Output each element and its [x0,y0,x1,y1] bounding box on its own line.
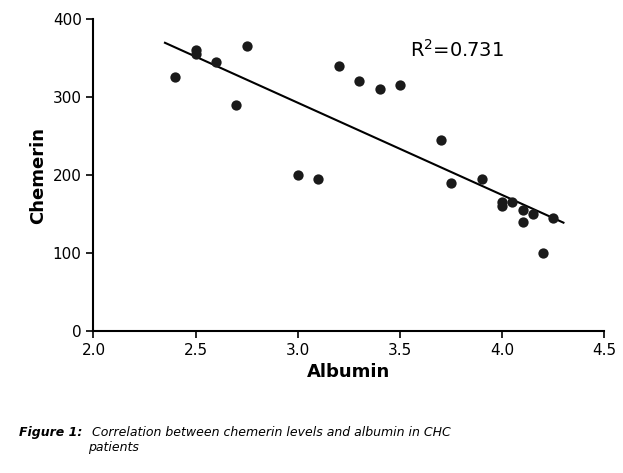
Point [518,206,528,214]
Point [191,50,201,58]
Point [232,101,242,109]
Point [477,175,487,183]
Y-axis label: Chemerin: Chemerin [29,126,47,224]
X-axis label: Albumin: Albumin [307,363,391,381]
Point [395,81,405,89]
Point [497,202,507,210]
Point [518,218,528,226]
Point [548,214,558,222]
Point [436,136,446,144]
Text: Correlation between chemerin levels and albumin in CHC
patients: Correlation between chemerin levels and … [88,426,451,454]
Point [497,199,507,206]
Point [242,43,252,50]
Point [374,85,384,93]
Point [528,210,538,218]
Point [313,175,323,183]
Point [293,171,303,179]
Point [334,62,344,70]
Point [538,249,548,257]
Point [191,46,201,54]
Point [446,179,456,186]
Text: Figure 1:: Figure 1: [19,426,82,438]
Point [170,74,180,81]
Point [507,199,517,206]
Point [354,78,364,85]
Text: R$^{2}$=0.731: R$^{2}$=0.731 [410,38,504,61]
Point [211,58,221,66]
